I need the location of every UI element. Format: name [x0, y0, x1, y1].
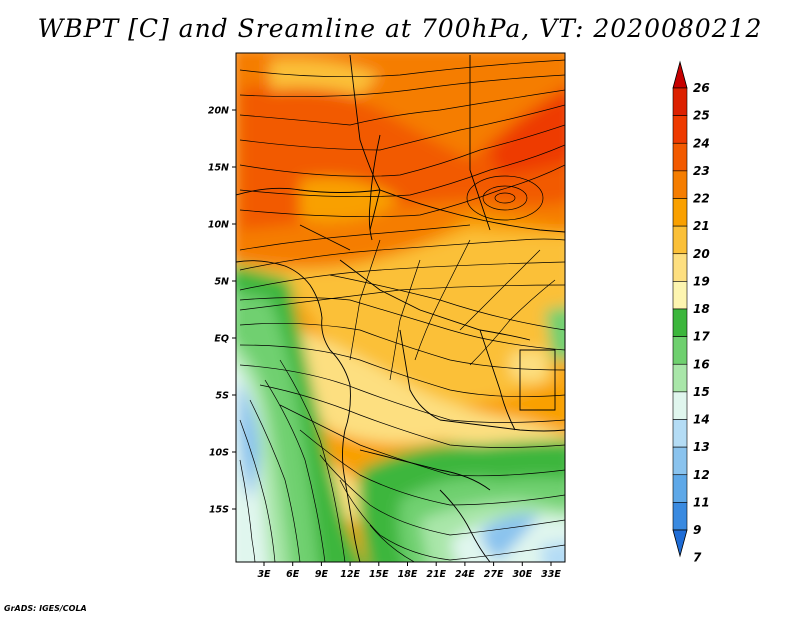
colorbar-label: 22 [693, 192, 710, 206]
colorbar-label: 15 [693, 385, 710, 399]
colorbar-swatch [672, 446, 688, 476]
map-title: WBPT [C] and Sreamline at 700hPa, VT: 20… [37, 14, 763, 43]
colorbar-label: 7 [693, 551, 702, 565]
country-borders [236, 54, 565, 562]
lat-label: 10S [209, 448, 229, 459]
temperature-field [236, 53, 565, 562]
lat-label: 5N [214, 277, 229, 288]
colorbar-label: 12 [693, 468, 710, 482]
colorbar-label: 21 [693, 219, 710, 233]
colorbar-label: 26 [693, 81, 710, 95]
lon-label: 21E [426, 569, 446, 580]
colorbar-label: 23 [693, 164, 710, 178]
longitude-axis: 3E 6E 9E 12E 15E 18E 21E 24E 27E 30E 33E [257, 562, 561, 580]
colorbar-label: 19 [693, 274, 710, 288]
colorbar-label: 16 [693, 357, 710, 371]
lon-label: 30E [512, 569, 532, 580]
colorbar-swatch [672, 502, 688, 531]
colorbar-swatch [672, 142, 688, 172]
colorbar-label: 25 [693, 109, 710, 123]
lon-label: 24E [455, 569, 475, 580]
lat-label: EQ [214, 334, 229, 345]
grads-credit: GrADS: IGES/COLA [4, 604, 87, 613]
colorbar-top-arrow [672, 60, 688, 89]
colorbar-swatch [672, 253, 688, 282]
colorbar-label: 24 [693, 136, 710, 150]
lat-label: 15S [209, 505, 229, 516]
lon-label: 27E [484, 569, 504, 580]
colorbar-swatch [672, 87, 688, 116]
colorbar: 26 25 24 23 22 21 20 19 18 17 16 15 14 13 12 11 9 7 [672, 60, 710, 565]
colorbar-swatch [672, 308, 688, 337]
colorbar-label: 20 [693, 247, 710, 261]
lat-label: 5S [216, 391, 230, 402]
colorbar-label: 13 [693, 440, 710, 454]
lat-label: 20N [208, 106, 229, 117]
colorbar-swatch [672, 391, 688, 420]
lon-label: 9E [315, 569, 329, 580]
colorbar-swatch [672, 336, 688, 365]
colorbar-label: 17 [693, 330, 710, 344]
lon-label: 18E [398, 569, 418, 580]
colorbar-bottom-arrow [672, 529, 688, 558]
colorbar-label: 14 [693, 413, 710, 427]
colorbar-swatch [672, 363, 688, 393]
lon-label: 12E [340, 569, 360, 580]
latitude-axis: 20N 15N 10N 5N EQ 5S 10S 15S [208, 106, 236, 516]
lon-label: 3E [257, 569, 271, 580]
colorbar-swatch [672, 170, 688, 199]
colorbar-swatch [672, 198, 688, 227]
lat-label: 15N [208, 163, 229, 174]
lon-label: 33E [541, 569, 561, 580]
colorbar-swatch [672, 281, 688, 310]
colorbar-swatch [672, 474, 688, 503]
lon-label: 6E [286, 569, 300, 580]
colorbar-label: 9 [693, 523, 701, 537]
colorbar-swatch [672, 419, 688, 448]
colorbar-swatch [672, 225, 688, 255]
map-frame [235, 52, 566, 563]
colorbar-label: 18 [693, 302, 710, 316]
colorbar-swatch [672, 115, 688, 144]
lat-label: 10N [208, 220, 229, 231]
colorbar-label: 11 [693, 495, 710, 509]
lon-label: 15E [369, 569, 389, 580]
